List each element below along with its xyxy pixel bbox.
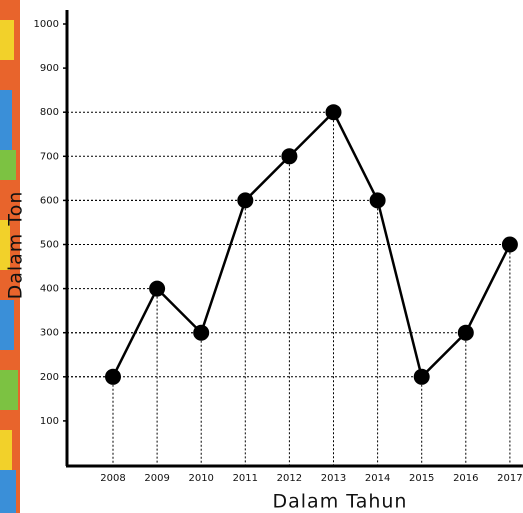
y-tick-label: 200: [40, 372, 59, 383]
x-tick-label: 2015: [409, 473, 434, 484]
y-tick-label: 600: [40, 195, 59, 206]
x-tick-label: 2016: [453, 473, 478, 484]
y-tick-label: 500: [40, 240, 59, 251]
y-tick-label: 400: [40, 284, 59, 295]
data-point: [501, 236, 518, 253]
x-tick-label: 2014: [365, 473, 390, 484]
data-line: [111, 110, 512, 380]
y-tick-label: 700: [40, 151, 59, 162]
data-point: [369, 192, 386, 209]
data-point: [237, 192, 254, 209]
data-point: [149, 280, 166, 297]
x-tick-label: 2011: [233, 473, 258, 484]
x-tick-label: 2017: [497, 473, 522, 484]
x-tick-label: 2012: [277, 473, 302, 484]
y-tick-label: 1000: [34, 19, 59, 30]
decoration-strip: [0, 0, 20, 513]
data-point: [413, 368, 430, 385]
x-axis-title: Dalam Tahun: [273, 491, 408, 513]
data-point: [457, 324, 474, 341]
data-point: [325, 104, 342, 121]
data-point: [281, 148, 298, 165]
y-tick-label: 900: [40, 63, 59, 74]
y-tick-label: 800: [40, 107, 59, 118]
y-axis-title: Dalam Ton: [5, 191, 27, 300]
x-tick-label: 2009: [144, 473, 169, 484]
x-tick-label: 2008: [100, 473, 125, 484]
y-tick-label: 100: [40, 416, 59, 427]
x-tick-label: 2013: [321, 473, 346, 484]
data-point: [105, 368, 121, 385]
x-tick-label: 2010: [188, 473, 213, 484]
y-tick-label: 300: [40, 328, 59, 339]
data-point: [193, 324, 210, 341]
